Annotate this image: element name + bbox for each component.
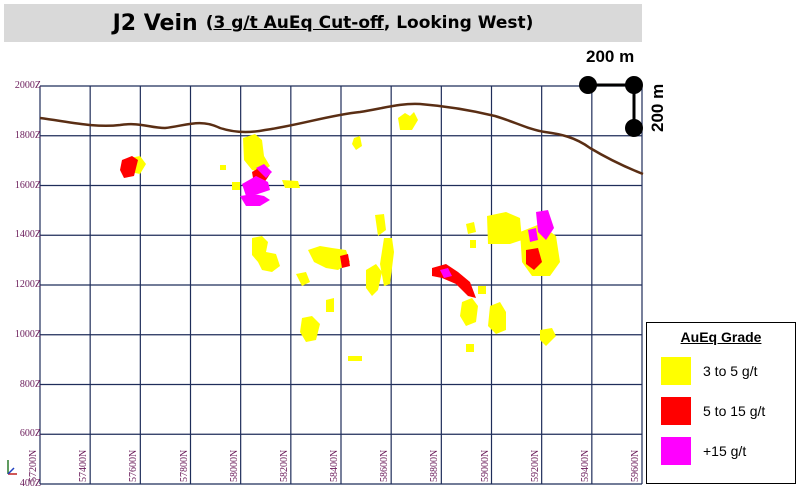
legend-swatch: [661, 397, 691, 425]
ore-zone: [536, 210, 554, 240]
scale-bar-node: [625, 119, 643, 137]
northing-label: 59600N: [630, 449, 641, 482]
ore-zone: [466, 222, 476, 234]
coordinate-grid: [39, 85, 643, 485]
ore-zone: [296, 272, 310, 286]
ore-zone: [282, 180, 300, 188]
northing-label: 58600N: [379, 449, 391, 482]
legend-swatch: [661, 437, 691, 465]
northing-label: 58400N: [329, 449, 340, 482]
northing-label: 59200N: [529, 449, 541, 482]
northing-label: 58200N: [278, 449, 290, 482]
elevation-label: 400Z: [19, 478, 41, 489]
ore-zone: [348, 356, 362, 361]
northing-label: 58800N: [429, 449, 441, 482]
ore-zone: [242, 176, 270, 196]
legend-item: 3 to 5 g/t: [661, 357, 757, 385]
ore-zone: [488, 302, 506, 334]
title-close-paren: ): [525, 13, 534, 33]
ore-zone: [243, 134, 270, 172]
title-cutoff: 3 g/t AuEq Cut-off: [213, 13, 384, 33]
scale-bar-node: [625, 76, 643, 94]
ore-zone: [540, 328, 556, 346]
elevation-label: 600Z: [19, 428, 41, 440]
elevation-label: 800Z: [19, 378, 41, 390]
northing-label: 59000N: [479, 449, 491, 482]
title-view: , Looking West: [383, 13, 526, 33]
legend-label: 3 to 5 g/t: [703, 363, 758, 379]
title-bar: J2 Vein (3 g/t AuEq Cut-off, Looking Wes…: [4, 4, 642, 42]
ore-zone: [366, 264, 382, 296]
northing-label: 58000N: [228, 449, 240, 482]
ore-zone: [398, 112, 418, 130]
ore-zone: [466, 344, 474, 352]
ore-zone: [470, 240, 476, 248]
northing-label: 57200N: [28, 449, 39, 482]
ore-zone: [240, 194, 270, 206]
ore-zone: [256, 164, 272, 178]
ore-zone: [326, 298, 334, 312]
legend-title: AuEq Grade: [680, 329, 762, 345]
ore-zone: [478, 286, 486, 294]
ore-zone: [528, 228, 538, 242]
ore-zone: [120, 156, 138, 178]
axis-orientation-icon: [7, 460, 17, 475]
legend-swatch: [661, 357, 691, 385]
legend-label: +15 g/t: [703, 443, 747, 459]
ore-zone: [308, 246, 350, 270]
title-main: J2 Vein: [112, 10, 198, 36]
legend-label: 5 to 15 g/t: [703, 403, 766, 419]
vein-intercepts: [120, 112, 560, 361]
scale-bar-vertical-label: 200 m: [648, 83, 667, 132]
topography: [39, 102, 644, 176]
topography-line: [39, 102, 644, 176]
legend-item: 5 to 15 g/t: [661, 397, 765, 425]
ore-zone: [380, 238, 394, 286]
northing-label: 57600N: [128, 449, 140, 482]
elevation-label: 2000Z: [14, 80, 41, 91]
ore-zone: [487, 212, 522, 244]
ore-zone: [526, 248, 542, 270]
title-open-paren: (: [205, 13, 214, 33]
ore-zone: [440, 268, 452, 278]
title-subtitle: (3 g/t AuEq Cut-off, Looking West): [206, 13, 534, 33]
ore-zone: [460, 298, 478, 326]
scale-bar-node: [579, 76, 597, 94]
elevation-label: 1800Z: [14, 129, 41, 141]
northing-label: 57800N: [178, 449, 190, 482]
northing-label: 59400N: [579, 449, 591, 482]
legend-item: +15 g/t: [661, 437, 746, 465]
elevation-label: 1400Z: [14, 229, 41, 241]
ore-zone: [300, 316, 320, 342]
ore-zone: [340, 254, 350, 268]
elevation-label: 1600Z: [14, 179, 41, 191]
scale-bar: [579, 76, 643, 137]
ore-zone: [252, 236, 280, 272]
elevation-label: 1000Z: [14, 328, 41, 340]
elevation-label: 1200Z: [14, 279, 41, 290]
legend: AuEq Grade 3 to 5 g/t 5 to 15 g/t +15 g/t: [646, 322, 796, 484]
scale-bar-horizontal-label: 200 m: [586, 47, 635, 66]
ore-zone: [432, 264, 476, 298]
ore-zone: [232, 182, 240, 190]
northing-label: 57400N: [78, 449, 90, 482]
ore-zone: [352, 136, 362, 150]
ore-zone: [375, 214, 386, 236]
ore-zone: [220, 165, 226, 170]
